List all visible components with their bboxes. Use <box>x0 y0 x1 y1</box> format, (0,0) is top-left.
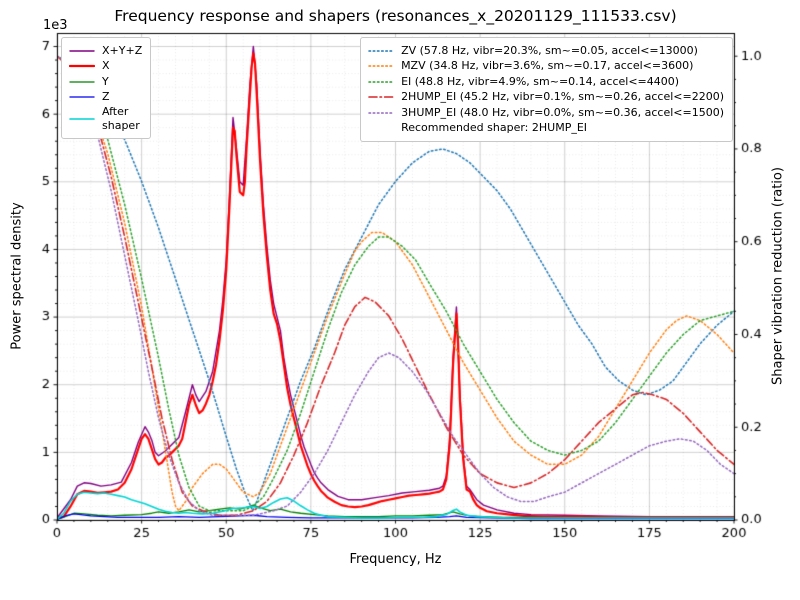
legend-label: 2HUMP_EI (45.2 Hz, vibr=0.1%, sm~=0.26, … <box>401 90 724 104</box>
legend-item-psd-after-shaper: After shaper <box>69 105 142 133</box>
legend-label: MZV (34.8 Hz, vibr=3.6%, sm~=0.17, accel… <box>401 59 694 73</box>
legend-item-shaper-zv: ZV (57.8 Hz, vibr=20.3%, sm~=0.05, accel… <box>368 43 724 59</box>
legend-label: After shaper <box>102 105 140 132</box>
legend-item-psd-y: Y <box>69 74 142 90</box>
legend-line-sample <box>69 76 95 88</box>
legend-line-swatch <box>69 81 95 83</box>
shaper-legend: ZV (57.8 Hz, vibr=20.3%, sm~=0.05, accel… <box>360 37 733 142</box>
legend-line-sample <box>69 60 95 72</box>
legend-item-psd-xyz: X+Y+Z <box>69 43 142 59</box>
legend-item-shaper-3hump-ei: 3HUMP_EI (48.0 Hz, vibr=0.0%, sm~=0.36, … <box>368 105 724 121</box>
legend-line-sample <box>368 45 394 57</box>
y-axis-label-left: Power spectral density <box>9 202 25 350</box>
legend-label: EI (48.8 Hz, vibr=4.9%, sm~=0.14, accel<… <box>401 74 680 88</box>
legend-line-swatch <box>368 96 394 99</box>
legend-line-swatch <box>69 96 95 98</box>
legend-line-sample <box>368 91 394 103</box>
legend-label: X+Y+Z <box>102 43 143 57</box>
legend-line-swatch <box>368 65 394 67</box>
legend-item-psd-z: Z <box>69 90 142 106</box>
legend-line-swatch <box>69 50 95 52</box>
legend-label: X <box>102 59 110 73</box>
legend-line-sample <box>69 91 95 103</box>
legend-item-shaper-ei: EI (48.8 Hz, vibr=4.9%, sm~=0.14, accel<… <box>368 74 724 90</box>
legend-item-shaper-2hump-ei: 2HUMP_EI (45.2 Hz, vibr=0.1%, sm~=0.26, … <box>368 90 724 106</box>
legend-line-sample <box>69 113 95 125</box>
legend-line-sample <box>368 107 394 119</box>
legend-line-swatch <box>368 81 394 83</box>
legend-label: ZV (57.8 Hz, vibr=20.3%, sm~=0.05, accel… <box>401 43 698 57</box>
legend-line-swatch <box>368 112 394 114</box>
legend-item-recommended-shaper: Recommended shaper: 2HUMP_EI <box>368 121 724 137</box>
legend-line-swatch <box>69 117 95 120</box>
legend-line-swatch <box>69 65 95 68</box>
psd-legend: X+Y+Z X Y Z After shaper <box>61 37 152 139</box>
legend-label: Y <box>102 74 109 88</box>
legend-item-psd-x: X <box>69 59 142 75</box>
chart-title: Frequency response and shapers (resonanc… <box>114 7 677 25</box>
legend-line-sample <box>69 45 95 57</box>
legend-line-sample <box>368 60 394 72</box>
legend-line-sample <box>368 76 394 88</box>
legend-label: 3HUMP_EI (48.0 Hz, vibr=0.0%, sm~=0.36, … <box>401 105 724 119</box>
legend-label: Recommended shaper: 2HUMP_EI <box>401 121 588 135</box>
legend-label: Z <box>102 90 110 104</box>
legend-line-swatch <box>368 50 394 52</box>
legend-item-shaper-mzv: MZV (34.8 Hz, vibr=3.6%, sm~=0.17, accel… <box>368 59 724 75</box>
x-axis-label: Frequency, Hz <box>349 552 442 567</box>
left-axis-offset-text: 1e3 <box>43 18 68 33</box>
y-axis-label-right: Shaper vibration reduction (ratio) <box>770 167 786 385</box>
